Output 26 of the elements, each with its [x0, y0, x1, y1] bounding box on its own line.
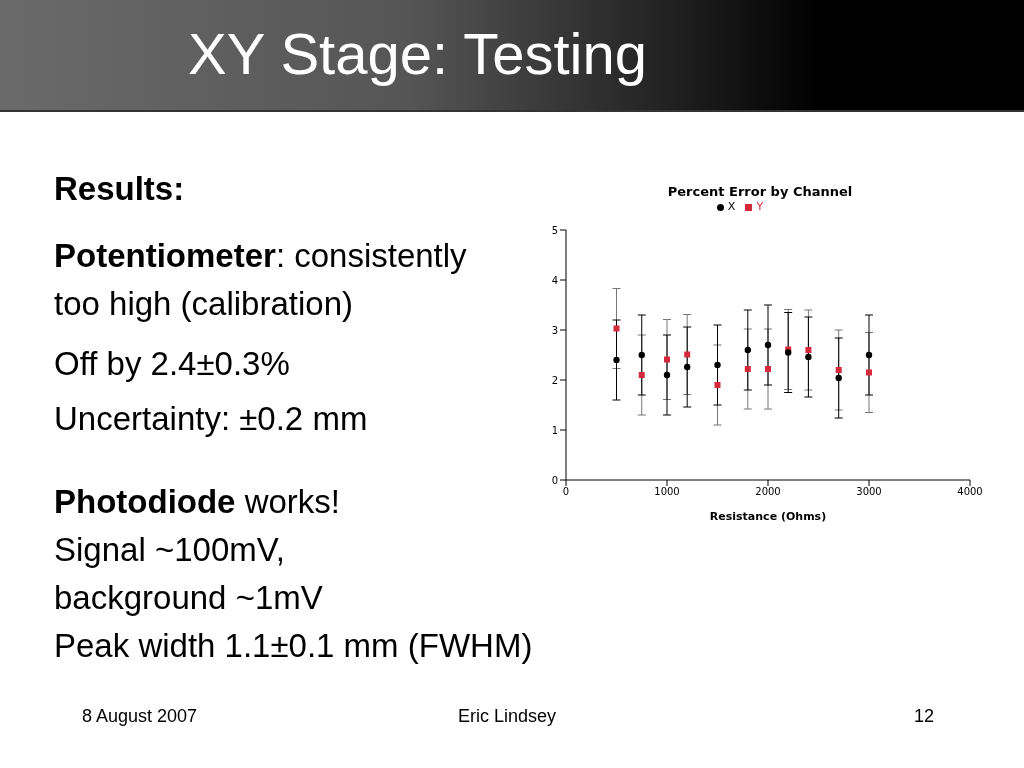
text: 8 August 2007: [82, 706, 198, 727]
text: Photodiode works!: [54, 483, 340, 520]
x-tick-label: 2000: [755, 486, 781, 498]
text: Potentiometer: consistently too high (calibration): [54, 236, 468, 324]
y-tick-label: 1: [551, 424, 558, 436]
y-tick-label: 0: [551, 474, 558, 486]
text: 12: [914, 706, 935, 727]
legend-label: X: [727, 200, 736, 213]
text: XY Stage: Testing: [188, 20, 647, 87]
x-tick-label: 3000: [856, 486, 882, 498]
x-tick-label: 1000: [654, 486, 680, 498]
y-tick-label: 3: [551, 324, 558, 336]
legend-label: Y: [756, 200, 764, 213]
text: Uncertainty: ±0.2 mm: [54, 400, 368, 437]
x-tick-label: 0: [562, 486, 570, 498]
text: Results:: [54, 169, 186, 209]
y-tick-label: 4: [551, 274, 558, 286]
text: Peak width 1.1±0.1 mm (FWHM): [54, 626, 534, 666]
text: Off by 2.4±0.3%: [54, 345, 290, 382]
x-axis-title: Resistance (Ohms): [709, 510, 827, 523]
text: Signal ~100mV, background ~1mV: [54, 530, 324, 618]
x-tick-label: 4000: [957, 486, 983, 498]
chart-title: Percent Error by Channel: [666, 184, 854, 199]
text: Eric Lindsey: [458, 706, 557, 727]
y-tick-label: 2: [551, 374, 558, 386]
y-tick-label: 5: [551, 224, 558, 236]
